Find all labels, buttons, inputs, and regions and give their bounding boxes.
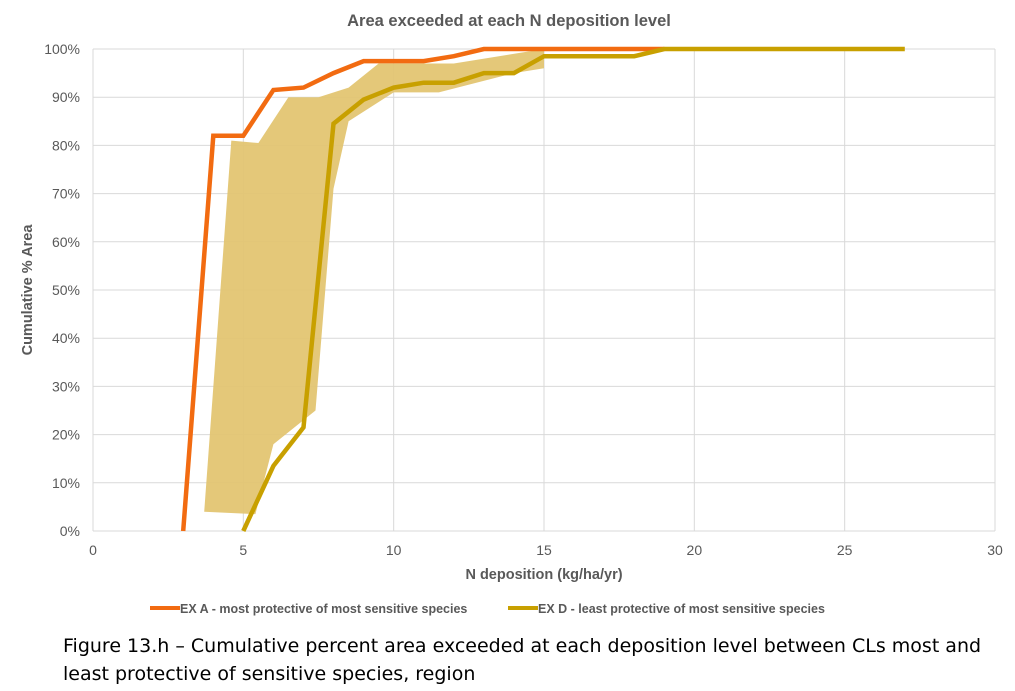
uncertainty-band	[204, 49, 544, 515]
y-axis-label: Cumulative % Area	[20, 224, 36, 356]
y-tick-labels: 0% 10% 20% 30% 40% 50% 60% 70% 80% 90% 100%	[44, 41, 80, 539]
chart-title: Area exceeded at each N deposition level	[347, 12, 671, 30]
y-tick-label: 0%	[60, 523, 80, 539]
legend-label-1: EX A - most protective of most sensitive…	[180, 602, 467, 616]
x-tick-label: 20	[687, 542, 703, 558]
y-tick-label: 40%	[52, 330, 80, 346]
series-line-1	[180, 46, 665, 532]
y-tick-label: 90%	[52, 89, 80, 105]
series-line-2	[241, 46, 905, 532]
x-tick-label: 10	[386, 542, 402, 558]
y-tick-label: 30%	[52, 378, 80, 394]
legend: EX A - most protective of most sensitive…	[150, 602, 825, 616]
legend-label-2: EX D - least protective of most sensitiv…	[538, 602, 825, 616]
x-axis-label: N deposition (kg/ha/yr)	[465, 567, 622, 583]
x-tick-label: 15	[536, 542, 552, 558]
y-tick-label: 100%	[44, 41, 80, 57]
chart: 0% 10% 20% 30% 40% 50% 60% 70% 80% 90% 100% 0 5 10 15…	[20, 12, 1003, 616]
x-tick-label: 25	[837, 542, 853, 558]
figure-caption: Figure 13.h – Cumulative percent area ex…	[63, 635, 982, 685]
x-tick-labels: 0 5 10 15 20 25 30	[89, 542, 1003, 558]
y-tick-label: 20%	[52, 427, 80, 443]
y-tick-label: 80%	[52, 137, 80, 153]
series-layer	[180, 46, 905, 532]
y-tick-label: 50%	[52, 282, 80, 298]
y-tick-label: 70%	[52, 186, 80, 202]
x-tick-label: 30	[987, 542, 1003, 558]
y-tick-label: 10%	[52, 475, 80, 491]
x-tick-label: 5	[239, 542, 247, 558]
x-tick-label: 0	[89, 542, 97, 558]
y-tick-label: 60%	[52, 234, 80, 250]
